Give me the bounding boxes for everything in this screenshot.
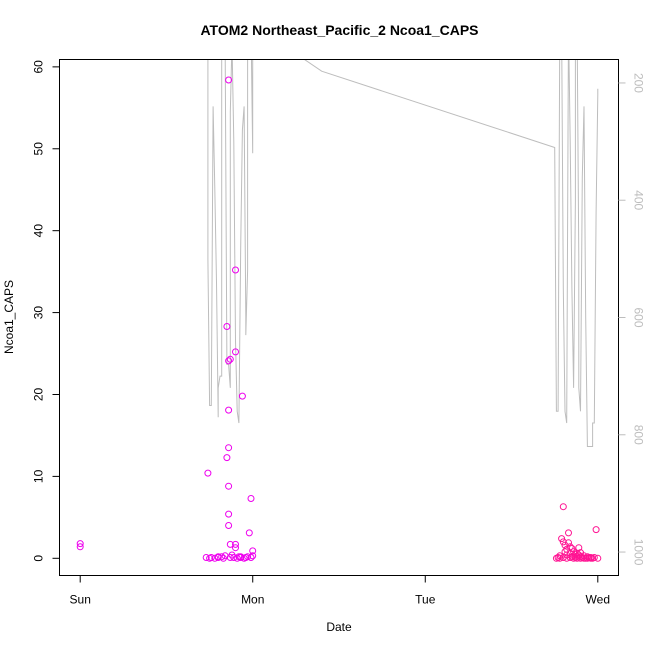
- data-point: [247, 554, 255, 561]
- data-point: [565, 529, 572, 537]
- data-point: [249, 547, 257, 555]
- y-axis-label: Ncoa1_CAPS: [2, 280, 16, 354]
- data-point: [76, 543, 84, 551]
- data-point: [232, 544, 239, 552]
- data-point: [575, 544, 583, 552]
- data-point: [225, 357, 233, 365]
- data-point: [225, 76, 233, 84]
- x-tick-label: Tue: [415, 593, 436, 607]
- data-point: [594, 554, 602, 562]
- y2-tick-label: 400: [632, 190, 646, 210]
- data-point: [587, 554, 595, 561]
- data-point: [592, 526, 600, 534]
- y-tick-label: 0: [32, 555, 46, 562]
- data-point: [232, 348, 239, 356]
- data-point: [226, 554, 234, 561]
- y2-tick-label: 200: [632, 73, 646, 93]
- data-point: [223, 454, 231, 462]
- x-tick-label: Wed: [586, 593, 610, 607]
- data-point: [232, 540, 239, 548]
- data-point: [580, 554, 588, 562]
- data-point: [238, 392, 246, 400]
- data-point: [232, 266, 239, 274]
- data-point: [219, 554, 227, 562]
- y-tick-label: 60: [32, 60, 46, 74]
- data-point: [245, 529, 253, 537]
- y-axis: 0 10 20 30 40 50 60: [32, 60, 60, 562]
- data-point: [202, 554, 210, 561]
- data-point: [559, 503, 567, 511]
- data-point: [566, 543, 574, 551]
- data-point: [566, 554, 574, 561]
- y-tick-label: 30: [32, 306, 46, 320]
- x-axis: Sun Mon Tue Wed: [70, 575, 610, 607]
- data-point: [233, 554, 241, 562]
- data-point: [225, 510, 233, 518]
- chart-title: ATOM2 Northeast_Pacific_2 Ncoa1_CAPS: [200, 22, 478, 38]
- data-point: [244, 553, 252, 561]
- data-point: [225, 482, 233, 490]
- plot-area: [76, 59, 602, 562]
- data-point: [247, 495, 255, 502]
- y-tick-label: 40: [32, 224, 46, 238]
- data-point: [249, 552, 257, 560]
- x-axis-label: Date: [326, 620, 352, 634]
- data-point: [225, 444, 233, 452]
- y-tick-label: 20: [32, 387, 46, 401]
- data-point: [556, 552, 564, 560]
- plot-marks: [76, 59, 602, 562]
- data-point: [590, 554, 598, 561]
- data-point: [558, 535, 566, 543]
- y-tick-label: 50: [32, 142, 46, 156]
- data-point: [565, 539, 572, 547]
- data-point: [225, 406, 233, 414]
- data-point: [559, 554, 567, 561]
- data-point: [577, 553, 584, 561]
- data-point: [556, 554, 564, 562]
- data-point: [583, 554, 591, 562]
- y2-tick-label: 800: [632, 425, 646, 445]
- data-point: [225, 522, 233, 529]
- y-tick-label: 10: [32, 469, 46, 483]
- x-tick-label: Mon: [241, 593, 264, 607]
- data-point: [223, 323, 231, 330]
- data-point: [204, 469, 212, 477]
- plot-frame: [59, 59, 619, 576]
- data-point: [230, 554, 238, 561]
- data-point: [559, 538, 567, 546]
- data-point: [226, 540, 234, 548]
- y2-tick-label: 600: [632, 307, 646, 327]
- depth-line: [207, 59, 599, 447]
- data-point: [207, 554, 215, 561]
- y2-axis: 200 400 600 800 1000: [618, 73, 646, 566]
- y2-tick-label: 1000: [632, 539, 646, 566]
- data-point: [218, 553, 226, 561]
- data-point: [76, 540, 84, 548]
- data-point: [573, 554, 581, 562]
- data-point: [570, 554, 578, 562]
- data-point: [226, 355, 234, 363]
- data-point: [237, 553, 245, 561]
- data-point: [563, 554, 571, 562]
- x-tick-label: Sun: [70, 593, 91, 607]
- data-point: [211, 554, 219, 562]
